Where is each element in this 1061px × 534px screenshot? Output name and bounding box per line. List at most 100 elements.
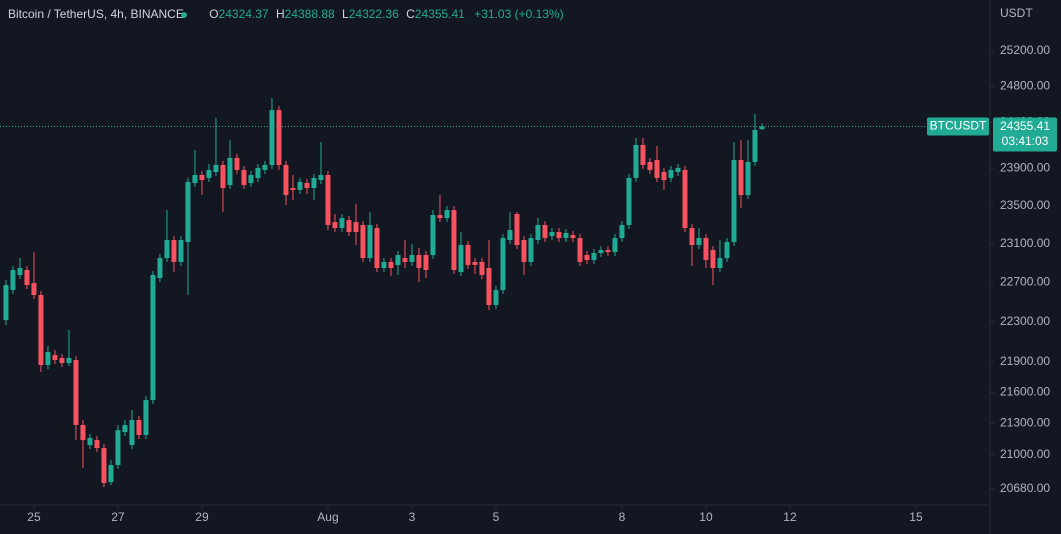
candle-body — [738, 159, 744, 196]
candle-body — [360, 224, 366, 259]
y-tick-label: 23500.00 — [1000, 198, 1050, 212]
candle-body — [87, 438, 93, 445]
x-tick-label: 3 — [409, 510, 416, 524]
candle-body — [682, 169, 688, 229]
candle-body — [619, 224, 625, 239]
candle-body — [227, 157, 233, 186]
candle-body — [647, 162, 653, 170]
candle-body — [52, 355, 58, 361]
ohlc-label: H — [276, 7, 285, 21]
candle-body — [262, 164, 268, 170]
candle-body — [122, 425, 128, 433]
axis-unit: USDT — [1000, 6, 1033, 20]
candle-body — [129, 420, 135, 445]
x-tick-label: 10 — [699, 510, 713, 524]
candle-body — [465, 245, 471, 265]
candle-body — [66, 357, 72, 364]
y-tick-label: 22300.00 — [1000, 314, 1050, 328]
candle-body — [234, 157, 240, 170]
candle-body — [206, 169, 212, 178]
candle-body — [451, 210, 457, 271]
candle-body — [696, 238, 702, 246]
candle-body — [661, 172, 667, 180]
candle-body — [346, 220, 352, 233]
candle-body — [150, 274, 156, 401]
candle-body — [24, 270, 30, 286]
candle-body — [437, 215, 443, 219]
candle-body — [339, 218, 345, 229]
candle-body — [325, 174, 331, 225]
candle-body — [640, 144, 646, 165]
y-tick-label: 23900.00 — [1000, 160, 1050, 174]
candle-body — [563, 232, 569, 239]
y-tick-label: 22700.00 — [1000, 275, 1050, 289]
candle-body — [304, 182, 310, 189]
candle-body — [710, 250, 716, 268]
symbol-tag-box — [927, 117, 989, 136]
candle-body — [528, 238, 534, 262]
candle-body — [115, 430, 121, 466]
x-tick-label: 12 — [783, 510, 797, 524]
candle-body — [689, 228, 695, 246]
candle-body — [276, 110, 282, 165]
x-tick-label: Aug — [317, 510, 338, 524]
candle-body — [353, 222, 359, 233]
candle-body — [591, 253, 597, 261]
candle-body — [731, 159, 737, 243]
candle-body — [101, 448, 107, 483]
candle-body — [80, 425, 86, 441]
candle-body — [318, 174, 324, 180]
candle-body — [367, 224, 373, 259]
x-tick-label: 8 — [619, 510, 626, 524]
candle-body — [745, 162, 751, 196]
candle-body — [409, 255, 415, 262]
candle-body — [752, 129, 758, 163]
candle-body — [171, 240, 177, 262]
candle-body — [598, 250, 604, 254]
candle-body — [255, 167, 261, 178]
candle-body — [416, 255, 422, 268]
ohlc-value: 24355.41 — [415, 7, 465, 21]
candle-body — [157, 258, 163, 278]
market-status-dot — [181, 12, 187, 18]
candle-body — [668, 169, 674, 178]
candle-body — [283, 164, 289, 196]
candle-body — [395, 255, 401, 265]
candle-body — [269, 110, 275, 165]
candle-body — [164, 240, 170, 259]
candle-body — [290, 188, 296, 190]
candle-body — [514, 213, 520, 246]
candle-body — [612, 238, 618, 253]
chart-title: Bitcoin / TetherUS, 4h, BINANCE — [8, 7, 184, 21]
candle-body — [248, 174, 254, 183]
y-tick-label: 25200.00 — [1000, 43, 1050, 57]
y-tick-label: 21600.00 — [1000, 385, 1050, 399]
candle-body — [311, 177, 317, 189]
candle-body — [220, 164, 226, 189]
candle-body — [3, 285, 9, 321]
candle-body — [521, 240, 527, 262]
legend: Bitcoin / TetherUS, 4h, BINANCE O24324.3… — [8, 7, 564, 21]
last-price-label: 24355.41 — [1000, 119, 1050, 133]
candle-body — [381, 261, 387, 268]
candle-body — [94, 440, 100, 449]
candle-body — [479, 261, 485, 275]
candle-body — [136, 420, 142, 436]
y-tick-label: 23100.00 — [1000, 236, 1050, 250]
candle-body — [143, 400, 149, 436]
candle-body — [402, 258, 408, 262]
candle-body — [45, 352, 51, 365]
candle-body — [507, 230, 513, 241]
candle-body — [759, 126, 765, 130]
candle-body — [703, 238, 709, 261]
countdown-label: 03:41:03 — [1002, 134, 1049, 148]
ohlc-label: L — [342, 7, 349, 21]
candle-body — [556, 232, 562, 239]
candle-body — [430, 215, 436, 256]
x-tick-label: 27 — [111, 510, 125, 524]
candle-body — [675, 167, 681, 173]
candle-body — [535, 224, 541, 241]
candle-body — [633, 144, 639, 178]
candle-body — [332, 222, 338, 229]
